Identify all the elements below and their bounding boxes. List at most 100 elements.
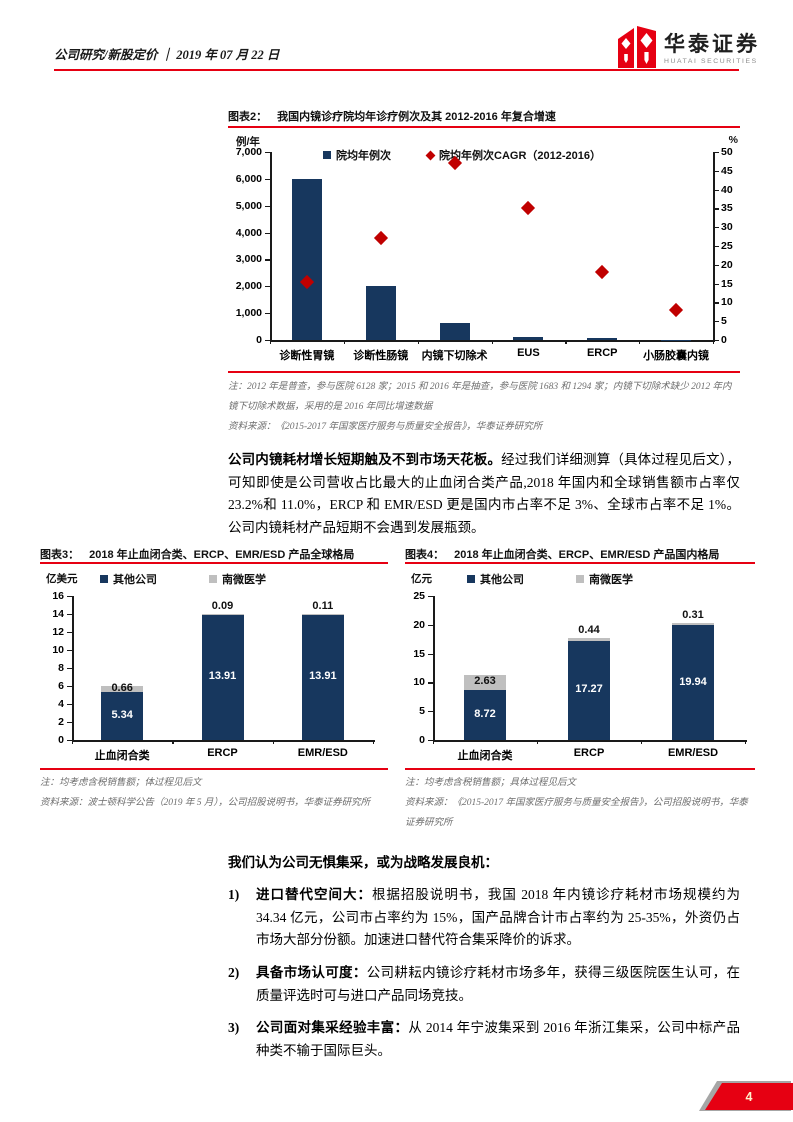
right-axis-tick-label: 50: [721, 146, 733, 158]
y-axis-tick-label: 4: [58, 698, 64, 710]
figure2-title-rule: [228, 126, 740, 128]
figure2-left-unit: 例/年: [236, 136, 260, 148]
right-axis-tick: [714, 321, 719, 323]
x-axis-boundary-tick: [745, 740, 747, 744]
x-axis-boundary-tick: [373, 740, 375, 744]
report-date: 2019 年 07 月 22 日: [176, 48, 280, 62]
paragraph-market-ceiling: 公司内镜耗材增长短期触及不到市场天花板。经过我们详细测算（具体过程见后文），可知…: [228, 449, 740, 539]
figure3-chart: 亿美元 其他公司 南微医学 0 2 4 6 8 10 12 14 16 5.34 0.66 止血闭合类…: [40, 568, 388, 766]
left-axis-tick: [265, 340, 270, 342]
logo-cn-text: 华泰证券: [664, 33, 760, 56]
bar-value-label: 17.27: [575, 683, 603, 696]
list-item-number: 3): [228, 1020, 240, 1035]
y-axis-tick-label: 6: [58, 680, 64, 692]
bar-EUS: [513, 336, 544, 340]
right-axis-tick: [714, 227, 719, 229]
navy-square-swatch-icon: [100, 575, 108, 583]
y-axis-line: [72, 596, 74, 740]
x-axis-boundary-tick: [270, 340, 272, 344]
right-axis-tick-label: 35: [721, 202, 733, 215]
list-item-body: 从 2014 年宁波集采到 2016 年浙江集采，公司中标产品种类不输于国际巨头…: [256, 1020, 741, 1058]
left-axis-tick-label: 0: [256, 334, 262, 346]
right-axis-tick-label: 20: [721, 258, 733, 271]
x-axis-boundary-tick: [172, 740, 174, 744]
stack-top-value-label: 0.31: [682, 609, 704, 622]
bar-value-label: 13.91: [208, 670, 237, 683]
y-axis-tick-label: 10: [52, 644, 64, 656]
y-axis-tick: [428, 596, 433, 598]
figure2-title: 图表2： 我国内镜诊疗院均年诊疗例次及其 2012-2016 年复合增速: [228, 111, 556, 123]
bar-segment-南微医学: [464, 674, 506, 690]
report-breadcrumb-line: 公司研究/新股定价 ｜ 2019 年 07 月 22 日: [54, 44, 279, 63]
gray-square-swatch-icon: [209, 575, 217, 583]
figure3-title: 图表3： 2018 年止血闭合类、ERCP、EMR/ESD 产品全球格局: [40, 549, 355, 561]
bar-segment-其他公司: [301, 614, 344, 740]
x-axis-category-label: 小肠胶囊内镜: [643, 350, 710, 362]
right-axis-tick-label: 30: [721, 221, 733, 234]
y-axis-line: [433, 596, 435, 740]
x-axis-category-label: 诊断性肠镜: [353, 350, 409, 362]
y-axis-tick-label: 14: [52, 608, 64, 620]
figure4-chart: 亿元 其他公司 南微医学 0 5 10 15 20 25 8.72 2.63 止血闭合类 17.2…: [405, 568, 755, 766]
x-axis-boundary-tick: [565, 340, 567, 344]
left-axis-tick-label: 1,000: [235, 307, 262, 320]
bar-segment-南微医学: [301, 613, 344, 615]
cagr-diamond-EUS: [521, 201, 536, 216]
right-axis-tick-label: 15: [721, 277, 733, 290]
stack-top-value-label: 0.11: [312, 599, 334, 612]
left-axis-tick-label: 6,000: [235, 172, 262, 185]
figure4-notes: 注：均考虑含税销售额；具体过程见后文 资料来源：《2015-2017 年国家医疗…: [405, 773, 755, 833]
y-axis-tick-label: 10: [413, 676, 425, 689]
y-axis-tick: [67, 596, 72, 598]
right-axis-tick: [714, 340, 719, 342]
figure3-legend: 其他公司 南微医学: [100, 571, 266, 587]
x-axis-boundary-tick: [639, 340, 641, 344]
bar-诊断性肠镜: [365, 286, 396, 340]
y-axis-tick-label: 2: [58, 716, 64, 728]
left-axis-line: [270, 152, 272, 340]
figure4-title: 图表4： 2018 年止血闭合类、ERCP、EMR/ESD 产品国内格局: [405, 549, 720, 561]
list-item-number: 2): [228, 965, 240, 980]
gray-square-swatch-icon: [576, 575, 584, 583]
left-axis-tick: [265, 205, 270, 207]
x-axis-category-label: ERCP: [586, 347, 618, 359]
y-axis-tick: [67, 722, 72, 724]
y-axis-tick: [428, 624, 433, 626]
left-axis-tick-label: 5,000: [235, 199, 262, 212]
y-axis-tick-label: 12: [52, 626, 64, 638]
x-axis-boundary-tick: [272, 740, 274, 744]
figure2-legend: 院均年例次 院均年例次CAGR（2012-2016）: [323, 147, 601, 163]
legend-item-others: 其他公司: [100, 571, 157, 587]
right-axis-tick: [714, 189, 719, 191]
paragraph-lead: 公司内镜耗材增长短期触及不到市场天花板。: [228, 452, 502, 467]
legend-item-cagr-series: 院均年例次CAGR（2012-2016）: [425, 147, 601, 163]
figure2-right-unit: %: [728, 134, 738, 146]
list-item-2: 2) 具备市场认可度：公司耕耘内镜诊疗耗材市场多年，获得三级医院医生认可，在质量…: [228, 962, 740, 1007]
y-axis-tick: [428, 711, 433, 713]
bar-segment-南微医学: [568, 637, 610, 641]
right-axis-tick-label: 0: [721, 334, 727, 346]
paragraph-body: 经过我们详细测算（具体过程见后文），可知即使是公司营收占比最大的止血闭合类产品,…: [228, 452, 741, 535]
y-axis-tick: [67, 614, 72, 616]
y-axis-tick-label: 5: [419, 705, 425, 718]
x-axis-category-label: 内镜下切除术: [421, 350, 488, 362]
red-diamond-swatch-icon: [425, 150, 436, 160]
bar-value-label: 8.72: [474, 707, 496, 720]
stack-top-value-label: 0.44: [578, 623, 600, 636]
left-axis-tick-label: 7,000: [235, 146, 262, 158]
logo-en-text: HUATAI SECURITIES: [664, 58, 758, 65]
right-axis-tick: [714, 152, 719, 154]
cagr-diamond-小肠胶囊内镜: [669, 302, 684, 317]
navy-square-swatch-icon: [467, 575, 475, 583]
left-axis-tick: [265, 178, 270, 181]
figure3-note: 注：均考虑含税销售额；体过程见后文: [40, 778, 202, 788]
figure4-bottom-rule: [405, 768, 755, 770]
figure2-notes: 注：2012 年是普查，参与医院 6128 家；2015 和 2016 年是抽查…: [228, 377, 740, 437]
x-axis-category-label: 止血闭合类: [94, 750, 150, 762]
right-axis-line: [713, 152, 715, 340]
huatai-logo: 华泰证券 HUATAI SECURITIES: [616, 26, 760, 73]
left-axis-tick: [265, 313, 270, 315]
right-axis-tick: [714, 302, 719, 304]
right-axis-tick-label: 25: [721, 240, 733, 252]
